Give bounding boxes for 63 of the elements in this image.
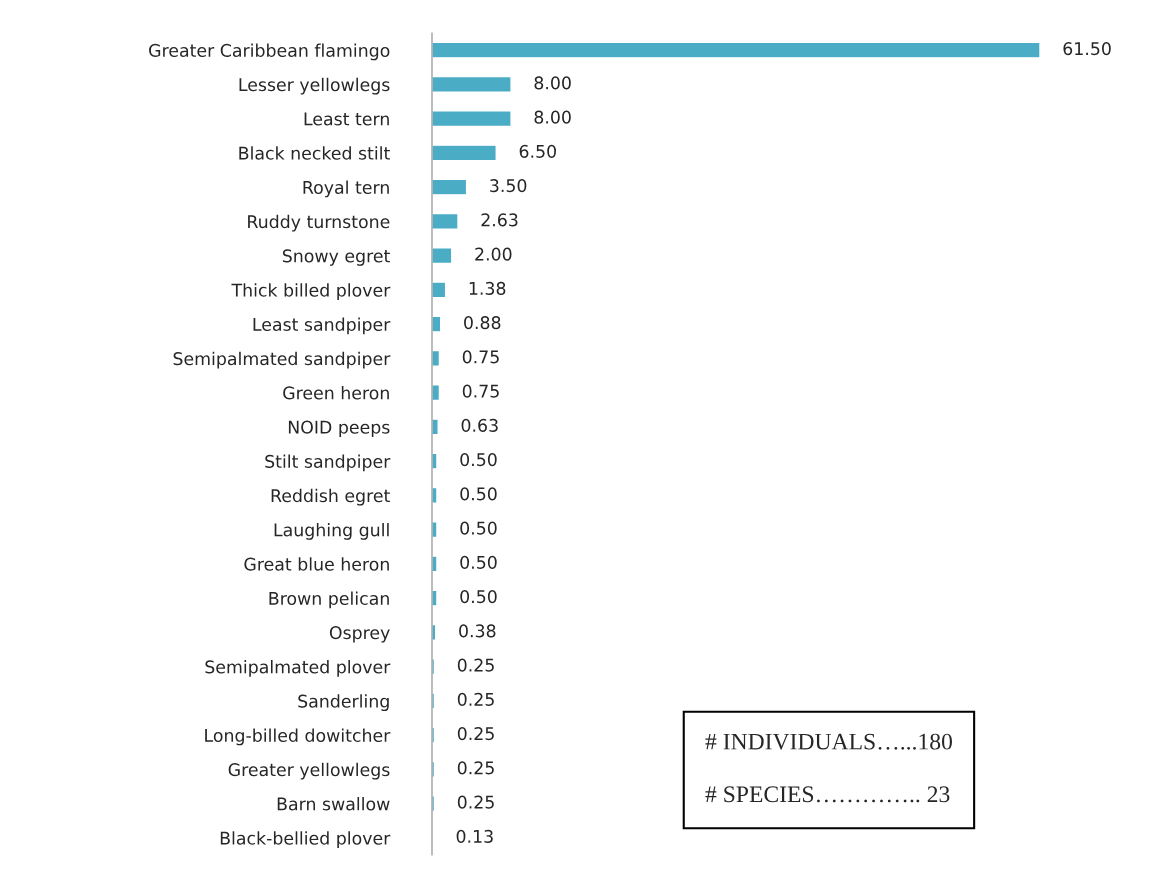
data-label: 8.00	[534, 76, 571, 90]
bar	[432, 41, 1040, 59]
y-tick-label: Greater Caribbean flamingo	[149, 43, 390, 61]
bar	[432, 110, 512, 128]
y-tick-label: Semipalmated sandpiper	[173, 351, 391, 369]
y-tick-label: Black necked stilt	[239, 146, 390, 160]
y-tick-label: Royal tern	[303, 180, 389, 198]
data-label: 61.50	[1063, 42, 1111, 56]
y-tick-label: Least tern	[304, 112, 389, 126]
y-tick-label: NOID peeps	[288, 420, 390, 438]
y-tick-label: Osprey	[329, 626, 390, 643]
bar	[432, 486, 438, 504]
bar	[432, 212, 459, 230]
data-label: 1.38	[469, 281, 506, 295]
bar	[432, 452, 438, 470]
data-label: 3.50	[490, 179, 527, 193]
annotation: # SPECIES………….. 23	[705, 786, 950, 803]
y-tick-label: Laughing gull	[274, 523, 389, 540]
data-label: 0.75	[462, 384, 499, 398]
bar	[432, 521, 438, 539]
y-tick-label: Sanderling	[298, 694, 389, 712]
data-label: 0.50	[460, 453, 497, 467]
bar	[432, 247, 453, 265]
y-tick-label: Ruddy turnstone	[248, 214, 390, 232]
data-label: 0.25	[457, 692, 494, 706]
bar	[432, 555, 438, 573]
data-label: 0.50	[460, 590, 497, 604]
bar	[432, 178, 468, 196]
data-label: 0.50	[460, 521, 497, 535]
data-label: 6.50	[519, 144, 556, 158]
data-label: 2.00	[475, 247, 512, 261]
bar	[432, 589, 438, 607]
bar	[432, 144, 497, 162]
y-tick-label: Brown pelican	[269, 591, 389, 609]
data-label: 0.25	[457, 658, 494, 672]
bar	[432, 281, 447, 299]
y-tick-label: Greater yellowlegs	[228, 762, 390, 780]
data-label: 0.50	[460, 555, 497, 569]
y-tick-label: Least sandpiper	[253, 317, 391, 335]
y-tick-label: Thick billed plover	[231, 283, 391, 301]
data-label: 2.63	[481, 213, 518, 227]
data-label: 0.25	[457, 795, 494, 809]
data-label: 0.13	[456, 829, 493, 843]
y-tick-label: Lesser yellowlegs	[239, 77, 390, 95]
y-tick-label: Great blue heron	[244, 557, 389, 571]
data-label: 0.75	[462, 350, 499, 364]
y-tick-label: Reddish egret	[271, 488, 390, 506]
bar	[432, 75, 512, 93]
data-label: 0.25	[457, 727, 494, 741]
y-tick-label: Long-billed dowitcher	[205, 728, 391, 746]
data-label: 8.00	[534, 110, 571, 124]
y-tick-label: Barn swallow	[277, 797, 390, 811]
y-tick-label: Stilt sandpiper	[265, 454, 391, 472]
data-label: 0.63	[461, 418, 498, 432]
y-tick-label: Green heron	[283, 386, 389, 400]
y-tick-label: Snowy egret	[282, 249, 390, 266]
data-label: 0.50	[460, 487, 497, 501]
y-tick-label: Semipalmated plover	[205, 660, 391, 677]
data-label: 0.88	[464, 316, 501, 330]
annotation: # INDIVIDUALS…...180	[705, 733, 952, 750]
y-tick-label: Black-bellied plover	[220, 831, 391, 849]
data-label: 0.25	[457, 761, 494, 775]
data-label: 0.38	[459, 624, 496, 638]
